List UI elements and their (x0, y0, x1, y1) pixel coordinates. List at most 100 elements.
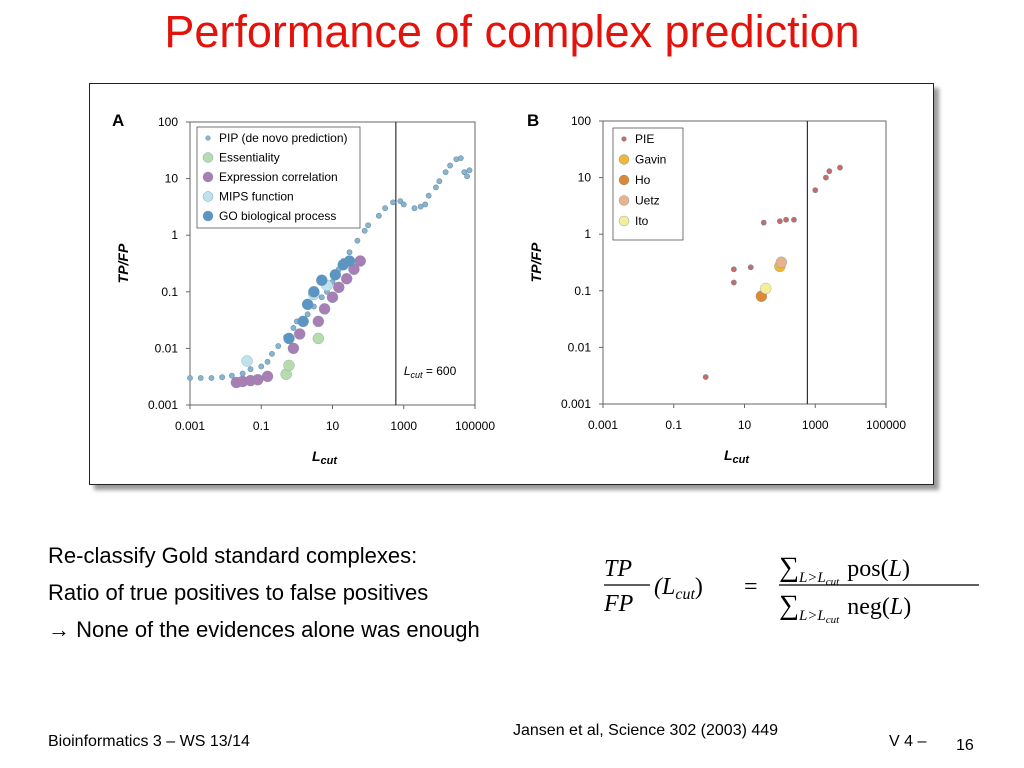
panel-a-x-tick-label: 0.1 (253, 419, 270, 433)
panel-a-x-tick-label: 100000 (455, 419, 495, 433)
data-point (365, 222, 372, 229)
panel-b-series-3 (775, 256, 787, 268)
footer-slide-label: V 4 – (889, 733, 927, 750)
data-point (837, 164, 843, 171)
data-point (326, 291, 339, 303)
panel-a-legend-marker (202, 210, 214, 222)
data-point (283, 359, 295, 372)
panel-b-x-tick-label: 100000 (866, 418, 906, 432)
panel-b-legend-marker (618, 154, 630, 165)
panel-b-series-4 (760, 282, 772, 295)
panel-a-y-tick-label: 0.1 (161, 285, 178, 299)
data-point (442, 169, 449, 176)
footer-course: Bioinformatics 3 – WS 13/14 (48, 733, 250, 750)
data-point (239, 370, 246, 377)
data-point (208, 375, 215, 381)
data-point (783, 216, 790, 223)
panel-a-legend-box (196, 126, 361, 229)
data-point (252, 374, 264, 386)
data-point (269, 350, 275, 357)
data-point (361, 227, 368, 234)
formula-equals: = (744, 574, 758, 600)
data-point (197, 375, 204, 381)
data-point (702, 374, 709, 380)
panel-a-legend-marker (202, 152, 214, 163)
data-point (228, 372, 235, 379)
panel-a-legend-label: GO biological process (219, 209, 336, 223)
panel-a-legend-marker (205, 135, 211, 141)
panel-b-legend-marker (621, 136, 627, 142)
formula-lhs-den: FP (604, 591, 634, 617)
panel-b-legend-marker (618, 174, 630, 186)
panel-a-x-tick-label: 1000 (390, 419, 417, 433)
data-point (826, 168, 833, 175)
panel-a-x-tick-label: 0.001 (175, 419, 205, 433)
data-point (775, 256, 787, 268)
data-point (425, 192, 432, 199)
data-point (354, 237, 361, 244)
panel-b-legend-label: PIE (635, 132, 654, 146)
panel-b-legend-label: Gavin (635, 153, 666, 167)
formula-num: ∑L>Lcut pos(L) (779, 552, 910, 588)
panel-b-y-tick-label: 10 (578, 171, 592, 185)
formula-lhs-arg: (Lcut) (654, 574, 703, 603)
panel-b-y-tick-label: 0.001 (561, 397, 591, 411)
data-point (316, 274, 328, 286)
panel-b: B 100 10 1 0.1 0.01 0.001 0.001 0.1 10 1000 100000 L… (527, 111, 906, 466)
formula-den: ∑L>Lcut neg(L) (779, 590, 911, 626)
panel-a-legend-label: PIP (de novo prediction) (219, 131, 348, 145)
panel-b-legend-marker (618, 195, 630, 206)
data-point (219, 374, 226, 381)
data-point (261, 370, 274, 383)
panel-b-legend-label: Ito (635, 214, 649, 228)
panel-b-x-tick-label: 1000 (802, 418, 829, 432)
data-point (312, 315, 324, 328)
data-point (812, 187, 819, 194)
data-point (318, 303, 331, 315)
data-point (822, 174, 829, 181)
data-point (264, 358, 271, 365)
panel-b-y-tick-label: 1 (584, 227, 591, 241)
panel-a-x-tick-label: 10 (326, 419, 340, 433)
panel-a-y-tick-label: 1 (171, 228, 178, 242)
panel-a-legend: PIP (de novo prediction) Essentiality Expr… (196, 126, 361, 229)
formula: TP FP (Lcut) = ∑L>Lcut pos(L) ∑L>Lcut neg(… (604, 552, 979, 626)
panel-a-legend-label: Essentiality (219, 151, 280, 165)
panel-b-y-tick-label: 100 (571, 114, 591, 128)
figure-svg: A 100 10 1 0.1 0.01 0.001 0.001 0.1 10 1000 100000 L… (112, 111, 906, 467)
slide-title: Performance of complex prediction (164, 6, 860, 57)
body-line-1: Re-classify Gold standard complexes: (48, 543, 418, 568)
data-point (312, 332, 324, 345)
data-point (341, 273, 353, 285)
data-point (447, 162, 453, 169)
panel-b-x-tick-label: 0.1 (665, 418, 682, 432)
data-point (354, 255, 366, 267)
data-point (187, 375, 193, 381)
data-point (343, 255, 356, 267)
data-point (791, 216, 797, 223)
data-point (308, 286, 320, 298)
panel-b-x-axis-label: Lcut (724, 447, 750, 466)
data-point (730, 279, 737, 286)
data-point (747, 264, 754, 271)
data-point (730, 266, 737, 273)
panel-b-x-tick-label: 10 (738, 418, 752, 432)
panel-a-legend-label: MIPS function (219, 190, 294, 204)
footer-page-number: 16 (956, 737, 974, 754)
data-point (457, 155, 464, 162)
data-point (290, 325, 297, 331)
formula-lhs-num: TP (604, 556, 632, 582)
figure-frame: A 100 10 1 0.1 0.01 0.001 0.001 0.1 10 1000 100000 L… (89, 83, 934, 485)
data-point (247, 366, 254, 373)
data-point (301, 298, 314, 311)
panel-b-y-axis-label: TP/FP (528, 242, 544, 282)
data-point (760, 219, 767, 226)
panel-b-y-tick-label: 0.1 (574, 284, 591, 298)
panel-b-legend-label: Ho (635, 173, 651, 187)
panel-a-x-axis-label: Lcut (312, 448, 338, 467)
data-point (464, 173, 470, 180)
data-point (346, 249, 353, 256)
data-point (776, 218, 783, 225)
data-point (760, 282, 772, 295)
panel-b-legend: PIE Gavin Ho Uetz Ito (612, 127, 684, 241)
